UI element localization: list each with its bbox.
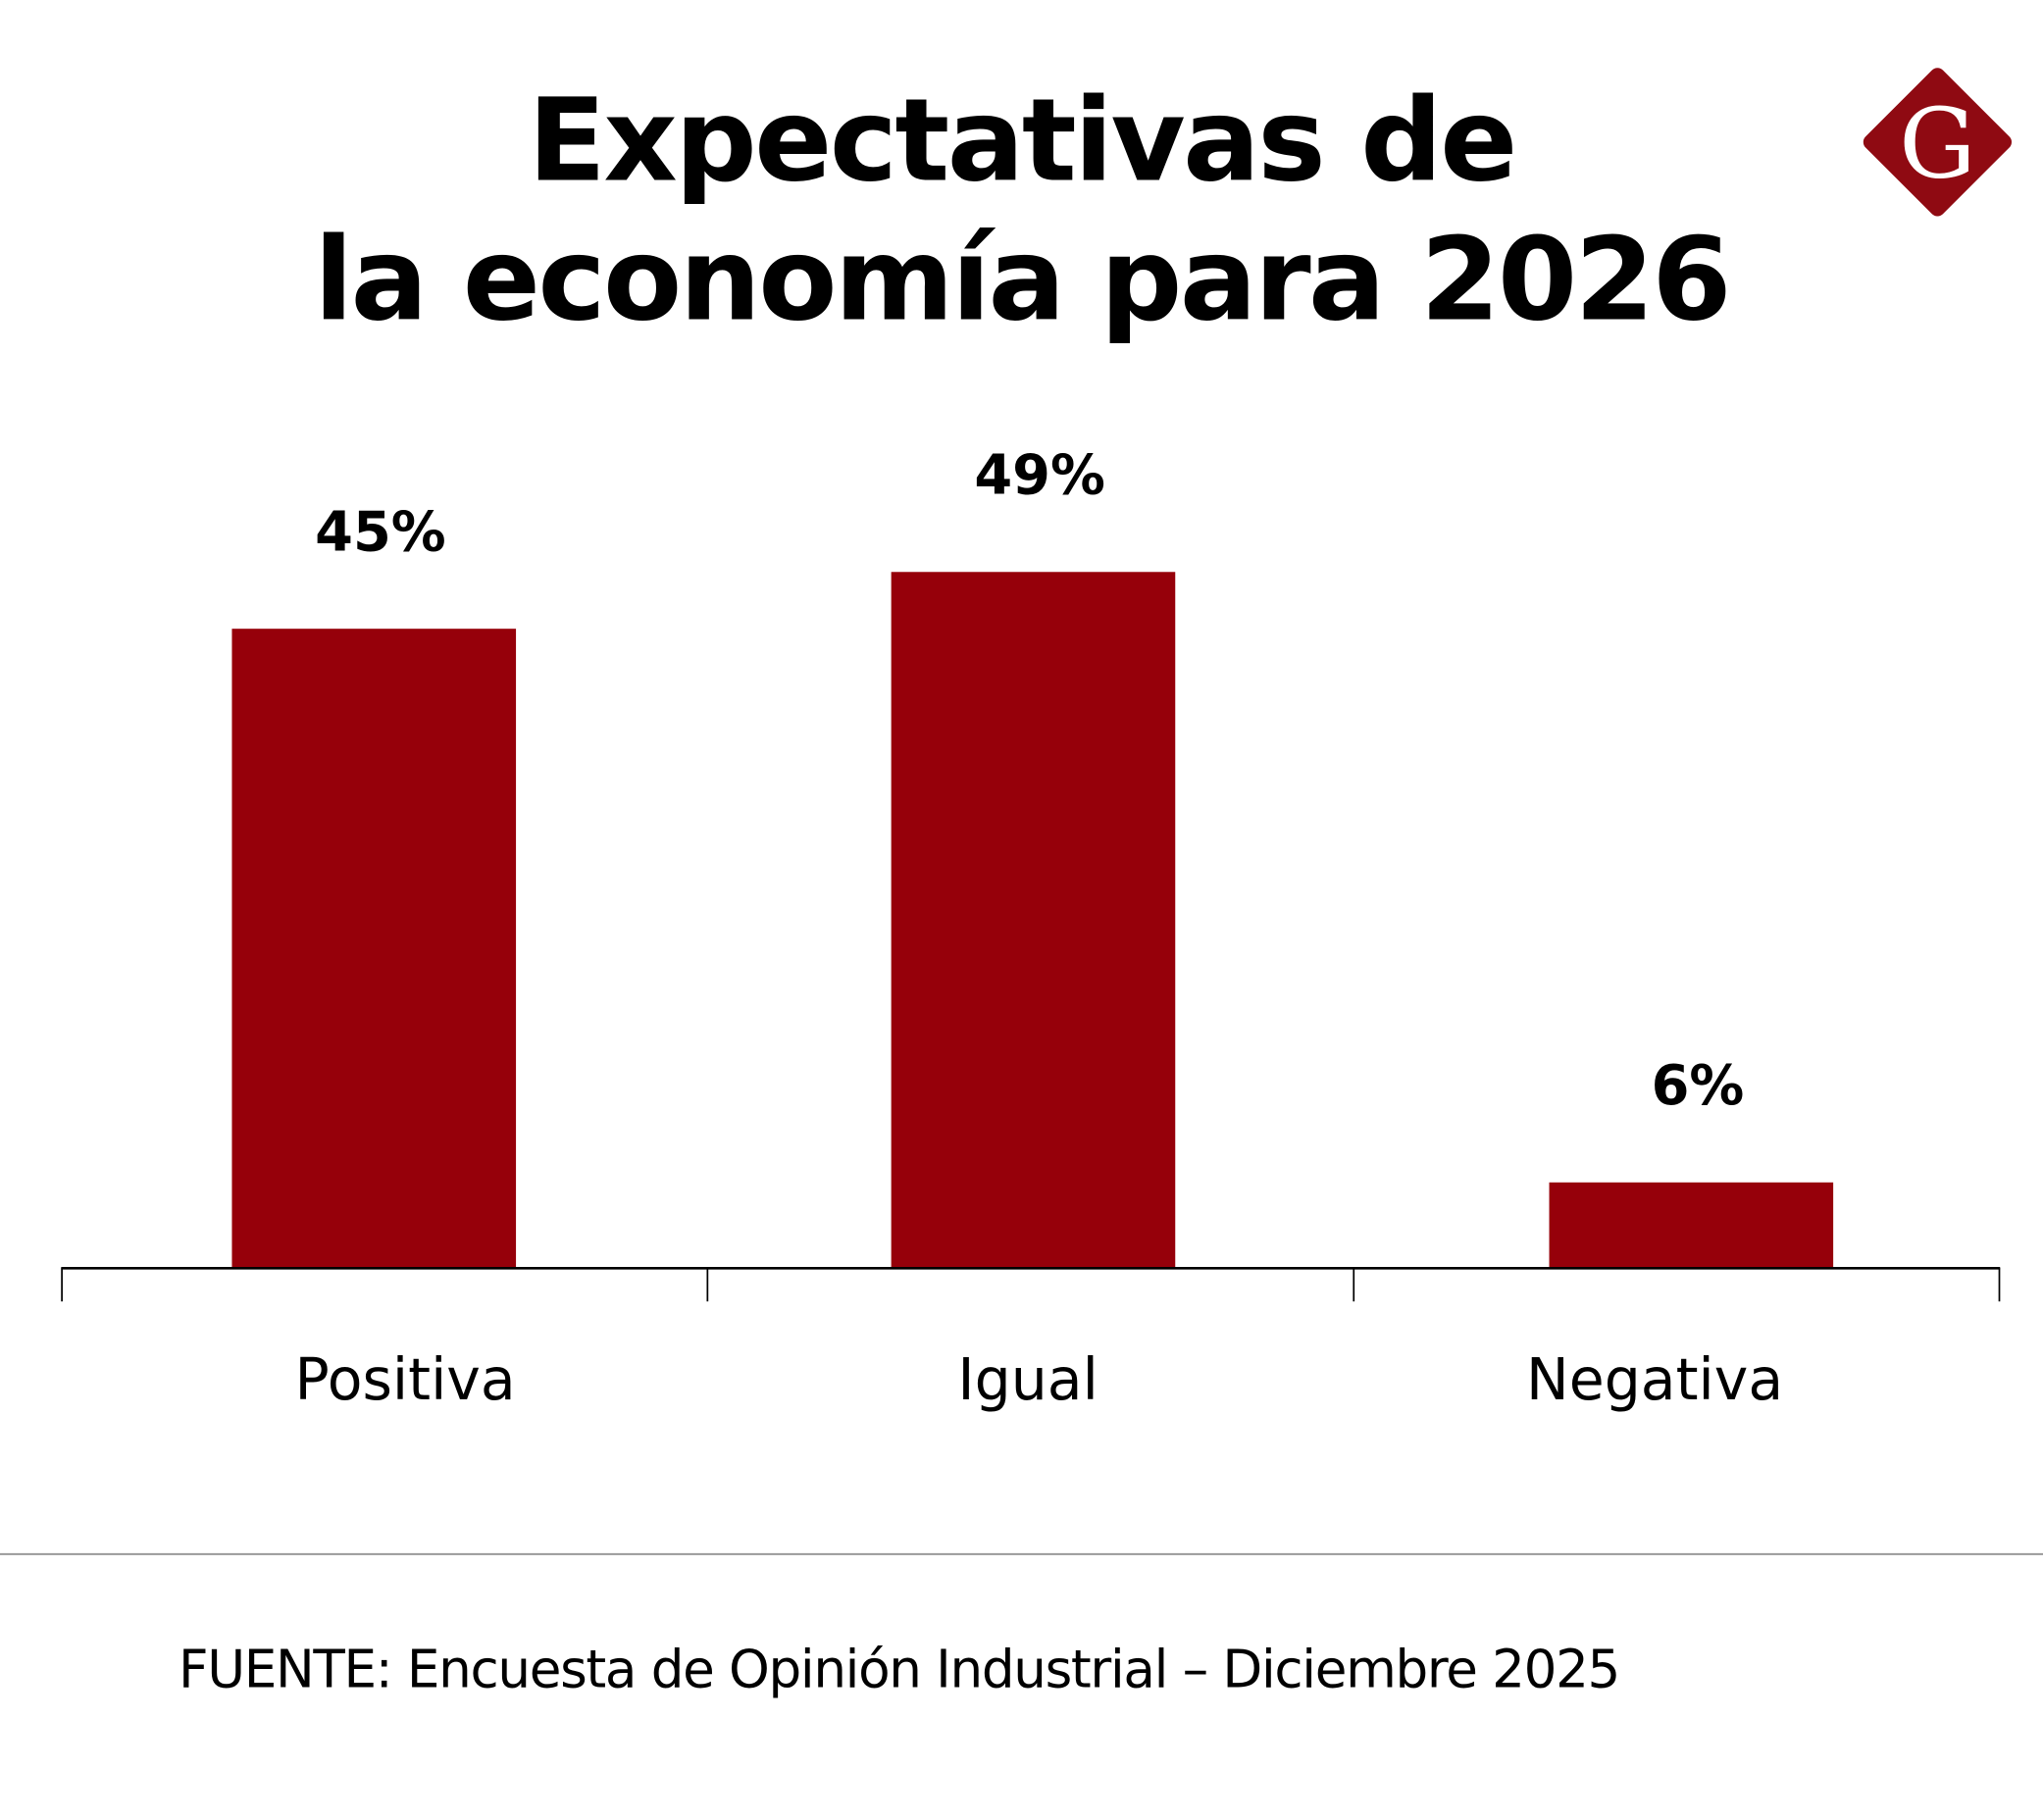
chart-title-line-1: Expectativas de: [528, 73, 1515, 207]
data-label-igual: 49%: [974, 444, 1105, 508]
x-tick-label-igual: Igual: [957, 1346, 1098, 1413]
x-tick-label-positiva: Positiva: [295, 1346, 516, 1413]
bars: [231, 572, 1834, 1268]
bar-igual: [891, 572, 1176, 1268]
bar-positiva: [231, 629, 517, 1268]
data-label-positiva: 45%: [315, 500, 446, 564]
brand-logo: G: [1863, 68, 2013, 217]
bar-negativa: [1549, 1182, 1834, 1268]
x-tick-label-negativa: Negativa: [1526, 1346, 1783, 1413]
logo-diamond: [1863, 68, 2013, 217]
source-note: FUENTE: Encuesta de Opinión Industrial –…: [179, 1639, 1619, 1699]
x-axis: Positiva Igual Negativa: [61, 1266, 2001, 1413]
data-label-negativa: 6%: [1652, 1054, 1745, 1118]
logo-letter: G: [1899, 89, 1976, 201]
chart-title-line-2: la economía para 2026: [314, 213, 1729, 347]
value-labels: 45% 49% 6%: [315, 444, 1744, 1119]
